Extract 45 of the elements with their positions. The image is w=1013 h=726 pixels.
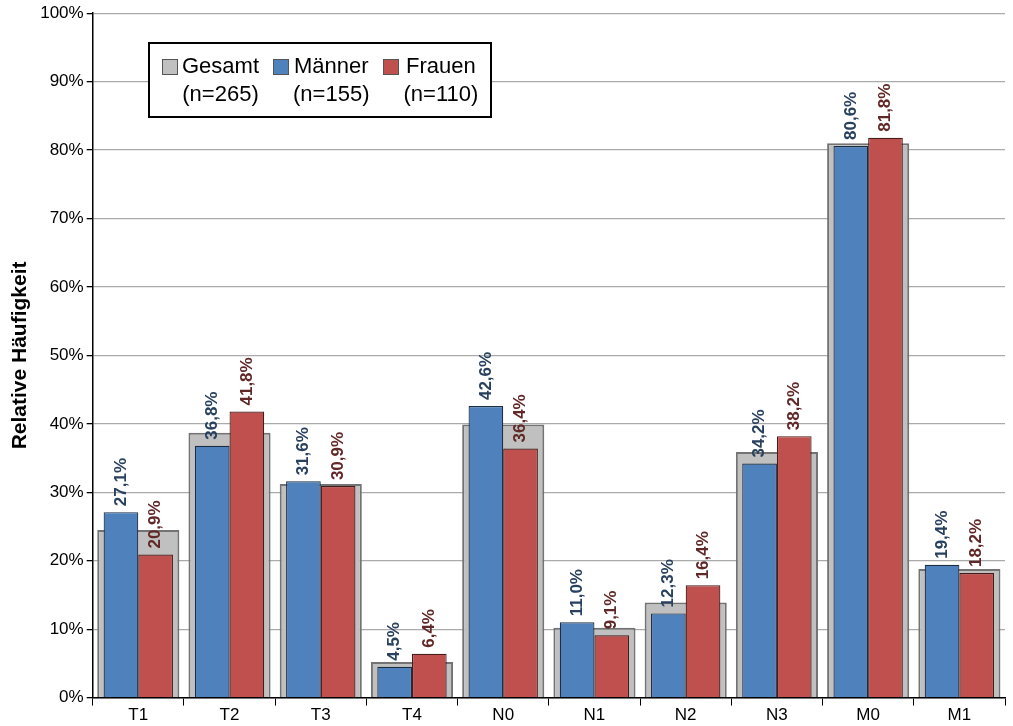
legend-label: Männer (n=155) (293, 52, 370, 108)
y-tick-label: 80% (49, 139, 84, 159)
data-label: 42,6% (475, 351, 495, 401)
y-tick-label: 10% (49, 618, 84, 638)
data-label: 41,8% (236, 357, 256, 406)
x-tick-label: N0 (492, 705, 515, 725)
x-tick-label: T1 (128, 705, 149, 725)
data-label: 6,4% (419, 609, 439, 648)
data-label: 12,3% (658, 559, 678, 608)
data-label: 34,2% (749, 409, 769, 458)
x-tick-label: N1 (583, 705, 606, 725)
data-label: 9,1% (601, 590, 621, 630)
data-label: 81,8% (875, 83, 895, 132)
y-tick-label: 70% (49, 208, 84, 228)
data-label: 20,9% (145, 500, 165, 549)
y-tick-label: 50% (49, 345, 84, 365)
data-label: 36,8% (201, 391, 221, 440)
x-tick-label: N3 (766, 705, 788, 725)
legend-label: Gesamt (n=265) (182, 52, 260, 108)
x-tick-label: N2 (674, 705, 697, 725)
data-label: 31,6% (293, 427, 313, 476)
data-label: 80,6% (840, 91, 860, 140)
x-tick-label: T3 (310, 705, 331, 725)
data-label: 4,5% (384, 622, 404, 661)
x-tick-label: T2 (219, 705, 240, 725)
y-axis-title: Relative Häufigkeit (7, 261, 31, 450)
data-label: 30,9% (327, 431, 347, 481)
data-label: 19,4% (931, 510, 951, 559)
y-tick-label: 90% (49, 71, 84, 91)
y-tick-label: 100% (40, 2, 84, 22)
data-label: 18,2% (966, 518, 986, 568)
data-label: 38,2% (783, 381, 803, 431)
data-label: 27,1% (110, 457, 130, 507)
data-label: 36,4% (510, 394, 530, 443)
data-label: 16,4% (692, 531, 712, 580)
y-tick-label: 0% (59, 687, 84, 707)
legend-label: Frauen (n=110) (403, 52, 479, 108)
data-label: 11,0% (566, 569, 586, 617)
y-tick-label: 20% (49, 550, 84, 570)
y-tick-label: 60% (49, 276, 84, 296)
x-tick-label: M1 (947, 705, 972, 725)
y-tick-label: 30% (49, 481, 84, 501)
y-tick-label: 40% (49, 413, 84, 433)
x-tick-label: T4 (402, 705, 422, 725)
x-tick-label: M0 (856, 705, 880, 725)
